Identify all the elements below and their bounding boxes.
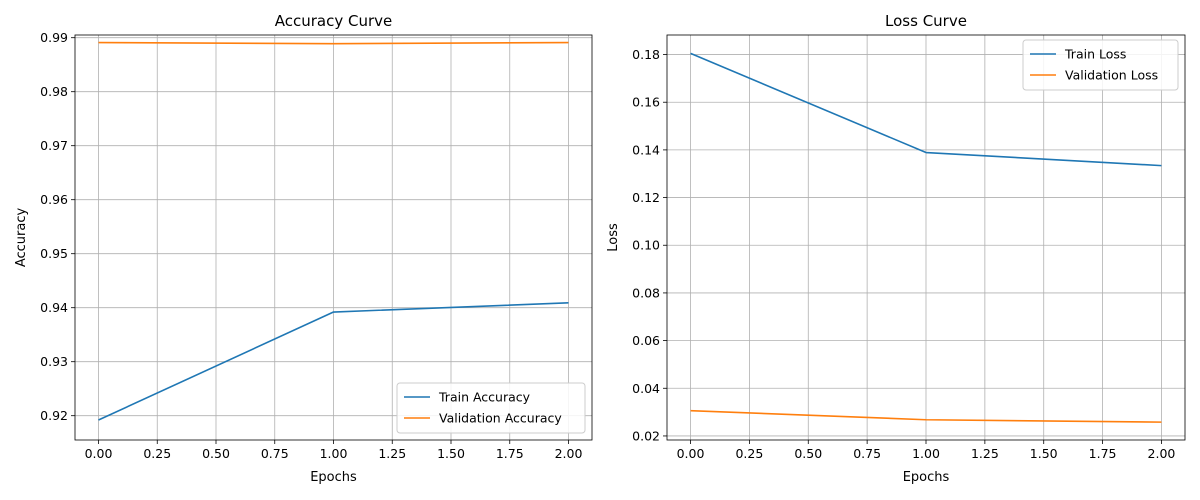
y-tick-label: 0.99 xyxy=(40,30,68,45)
x-tick-label: 1.50 xyxy=(1030,446,1058,461)
y-tick-label: 0.14 xyxy=(632,142,660,157)
x-tick-label: 0.25 xyxy=(143,446,171,461)
y-tick-label: 0.04 xyxy=(632,381,660,396)
x-tick-label: 1.25 xyxy=(971,446,999,461)
x-tick-label: 1.75 xyxy=(1089,446,1117,461)
x-axis-label: Epochs xyxy=(310,470,357,485)
axes-frame xyxy=(666,34,1186,441)
y-tick-label: 0.94 xyxy=(40,300,68,315)
y-axis-label: Accuracy xyxy=(14,208,29,268)
chart-title: Accuracy Curve xyxy=(275,12,393,30)
legend-label-0: Train Accuracy xyxy=(438,390,531,405)
series-line-1 xyxy=(690,409,1162,423)
x-tick-label: 0.00 xyxy=(85,446,113,461)
x-tick-label: 0.75 xyxy=(261,446,289,461)
y-tick-label: 0.93 xyxy=(40,354,68,369)
y-axis-label: Loss xyxy=(606,223,621,252)
axes-frame xyxy=(74,34,593,441)
y-tick-label: 0.92 xyxy=(40,408,68,423)
y-tick-label: 0.98 xyxy=(40,84,68,99)
x-tick-label: 2.00 xyxy=(1148,446,1176,461)
x-tick-label: 2.00 xyxy=(555,446,583,461)
x-tick-label: 1.00 xyxy=(320,446,348,461)
y-tick-label: 0.96 xyxy=(40,192,68,207)
x-tick-label: 1.25 xyxy=(378,446,406,461)
panel-accuracy: 0.00 0.25 0.50 0.75 1.00 1.25 1.50 1.75 2.00 0.92… xyxy=(14,12,593,485)
y-tick-label: 0.02 xyxy=(632,428,660,443)
y-tick-label: 0.95 xyxy=(40,246,68,261)
y-tick-label: 0.18 xyxy=(632,47,660,62)
legend-box xyxy=(396,382,586,434)
panel-loss: 0.00 0.25 0.50 0.75 1.00 1.25 1.50 1.75 2.00 0.02… xyxy=(606,12,1186,485)
y-tick-label: 0.06 xyxy=(632,333,660,348)
x-axis-label: Epochs xyxy=(903,470,950,485)
y-tick-label: 0.12 xyxy=(632,190,660,205)
x-tick-label: 1.75 xyxy=(496,446,524,461)
series-line-0 xyxy=(98,302,569,421)
legend-box xyxy=(1022,39,1179,91)
y-tick-label: 0.16 xyxy=(632,95,660,110)
y-tick-label: 0.10 xyxy=(632,238,660,253)
series-line-1 xyxy=(98,41,569,45)
series-line-0 xyxy=(690,52,1162,167)
x-tick-label: 1.00 xyxy=(912,446,940,461)
legend-label-0: Train Loss xyxy=(1064,47,1126,62)
legend: Train Loss Validation Loss xyxy=(1022,39,1179,91)
x-tick-label: 0.00 xyxy=(677,446,705,461)
legend: Train Accuracy Validation Accuracy xyxy=(396,382,586,434)
y-tick-label: 0.97 xyxy=(40,138,68,153)
x-tick-label: 0.25 xyxy=(735,446,763,461)
legend-label-1: Validation Loss xyxy=(1065,68,1158,83)
x-tick-label: 1.50 xyxy=(437,446,465,461)
x-tick-label: 0.50 xyxy=(202,446,230,461)
x-tick-label: 0.50 xyxy=(794,446,822,461)
x-tick-label: 0.75 xyxy=(853,446,881,461)
legend-label-1: Validation Accuracy xyxy=(439,411,562,426)
y-tick-label: 0.08 xyxy=(632,285,660,300)
chart-title: Loss Curve xyxy=(885,12,967,30)
